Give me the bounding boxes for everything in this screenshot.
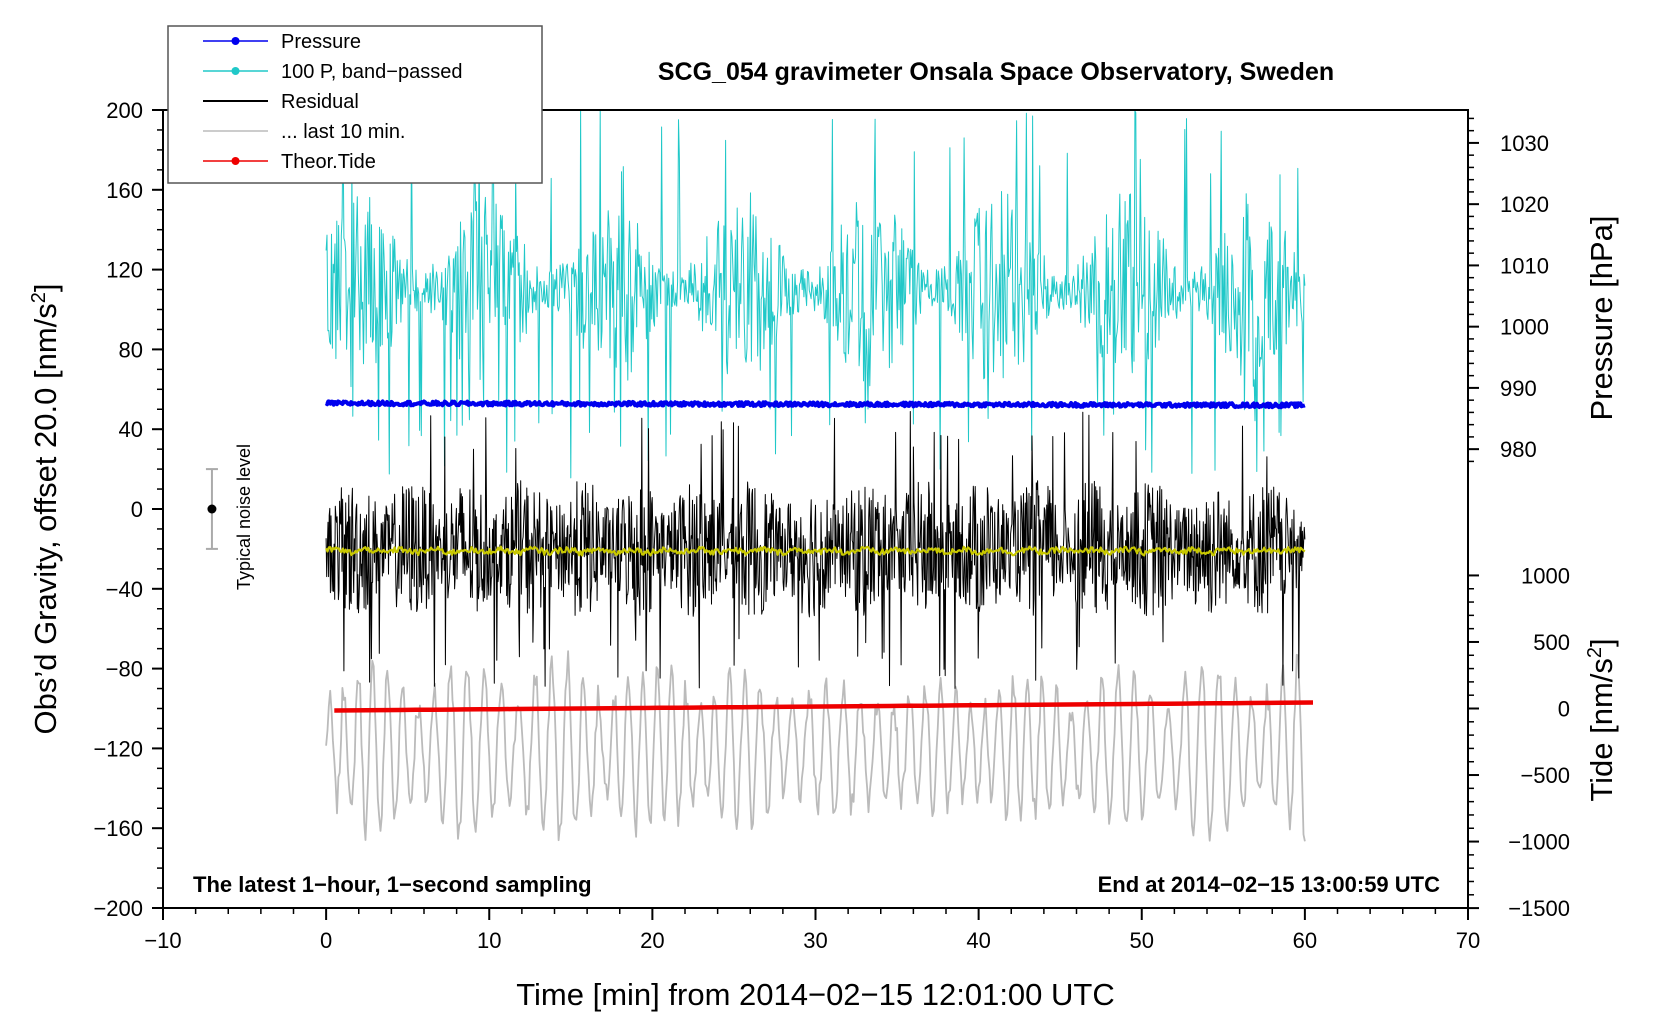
x-tick-label: 70 (1456, 928, 1480, 953)
legend: Pressure 100 P, band−passed Residual ... la… (167, 25, 543, 184)
series-band-passed (325, 109, 1306, 479)
legend-label: Theor.Tide (281, 151, 376, 173)
tide-tick-label: 0 (1558, 697, 1570, 722)
pressure-tick-label: 1010 (1500, 253, 1549, 278)
x-tick-label: 0 (320, 928, 332, 953)
tide-axis-title-main: Tide [nm/s (1584, 658, 1619, 802)
tide-tick-label: −1500 (1508, 896, 1570, 921)
y-tick-label: −200 (93, 896, 143, 921)
x-axis-title: Time [min] from 2014−02−15 12:01:00 UTC (516, 977, 1115, 1012)
legend-label: ... last 10 min. (281, 121, 406, 143)
tide-tick-label: 500 (1533, 630, 1570, 655)
chart-title: SCG_054 gravimeter Onsala Space Observat… (658, 58, 1334, 86)
y-tick-label: 160 (106, 178, 143, 203)
y-tick-label: 200 (106, 98, 143, 123)
y-tick-label: 0 (131, 497, 143, 522)
pressure-tick-label: 1020 (1500, 192, 1549, 217)
y-tick-label: 120 (106, 258, 143, 283)
y-tick-label: 40 (119, 417, 143, 442)
legend-label: Pressure (281, 31, 361, 53)
legend-box (167, 25, 543, 184)
tide-tick-label: −500 (1520, 763, 1570, 788)
noise-level-label: Typical noise level (234, 444, 254, 590)
legend-marker (231, 67, 240, 75)
series-pressure (324, 399, 1306, 410)
series-smoothed-residual (325, 545, 1306, 557)
y-tick-label: −80 (106, 657, 143, 682)
x-tick-label: 20 (640, 928, 664, 953)
y-tick-label: −160 (93, 816, 143, 841)
y-tick-label: −120 (93, 736, 143, 761)
x-tick-label: −10 (144, 928, 181, 953)
y-axis-title-end: ] (28, 283, 63, 292)
pressure-tick-label: 1030 (1500, 131, 1549, 156)
legend-marker (231, 157, 240, 165)
tide-axis-title: Tide [nm/s2] (1584, 638, 1619, 801)
x-tick-label: 40 (966, 928, 990, 953)
x-tick-label: 50 (1130, 928, 1154, 953)
y-axis-title-sup: 2 (28, 292, 50, 303)
x-tick-label: 10 (477, 928, 501, 953)
y-axis-title: Obs’d Gravity, offset 20.0 [nm/s2] (28, 283, 63, 734)
legend-marker (231, 37, 240, 45)
x-tick-label: 60 (1293, 928, 1317, 953)
y-tick-label: −40 (106, 577, 143, 602)
legend-label: Residual (281, 91, 359, 113)
pressure-tick-label: 1000 (1500, 315, 1549, 340)
tide-tick-label: 1000 (1521, 563, 1570, 588)
pressure-tick-label: 990 (1500, 376, 1537, 401)
tide-axis-title-end: ] (1584, 638, 1619, 647)
legend-label: 100 P, band−passed (281, 61, 462, 83)
tide-tick-label: −1000 (1508, 830, 1570, 855)
series-theor-tide (334, 700, 1314, 713)
pressure-axis-title: Pressure [hPa] (1584, 215, 1619, 420)
axes-layer: −10 0 10 20 30 40 50 60 70−200−160−120−80−400408… (93, 98, 1570, 953)
end-time-annotation: End at 2014−02−15 13:00:59 UTC (1098, 872, 1441, 897)
y-axis-title-main: Obs’d Gravity, offset 20.0 [nm/s (28, 303, 63, 734)
sampling-annotation: The latest 1−hour, 1−second sampling (193, 872, 592, 897)
series-last-10-min (325, 650, 1306, 842)
y-tick-label: 80 (119, 337, 143, 362)
tide-axis-title-sup: 2 (1584, 647, 1606, 658)
x-tick-label: 30 (803, 928, 827, 953)
series-layer (324, 109, 1314, 842)
noise-level-indicator (205, 468, 218, 550)
pressure-tick-label: 980 (1500, 437, 1537, 462)
noise-point (207, 504, 217, 514)
